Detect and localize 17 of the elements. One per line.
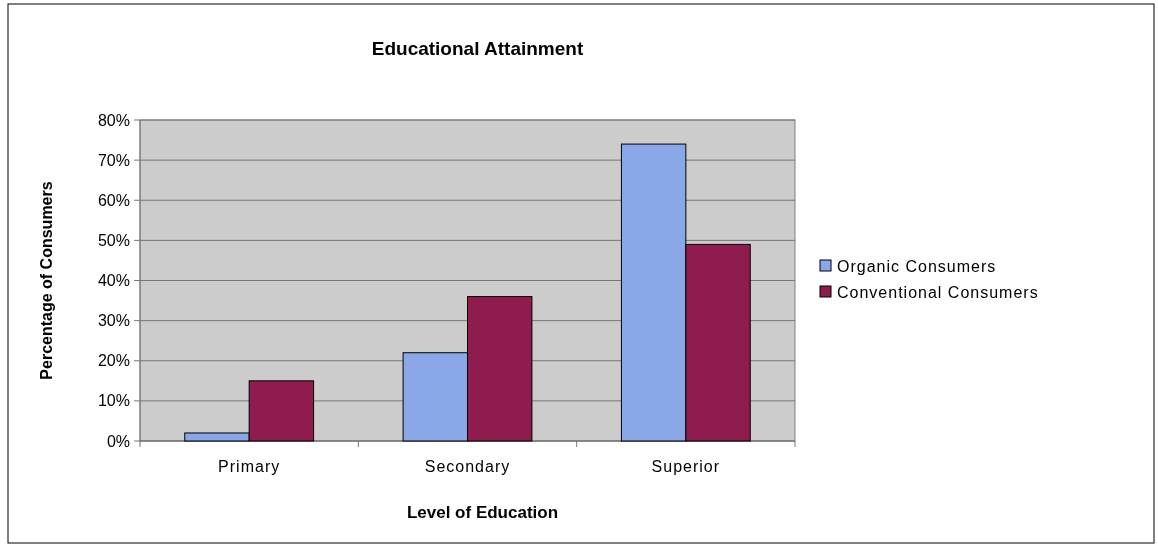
y-tick-label: 40% xyxy=(97,272,130,290)
x-tick-label: Primary xyxy=(218,458,281,475)
x-axis-title: Level of Education xyxy=(406,503,559,522)
x-tick-label: Superior xyxy=(651,458,721,475)
y-tick-label: 70% xyxy=(97,151,130,169)
y-tick-label: 60% xyxy=(97,191,130,209)
chart-title: Educational Attainment xyxy=(371,38,584,59)
legend-label: Organic Consumers xyxy=(837,257,997,275)
y-tick-label: 80% xyxy=(97,111,130,129)
y-tick-label: 10% xyxy=(97,392,130,410)
legend-label: Conventional Consumers xyxy=(837,283,1039,301)
y-axis-title: Percentage of Consumers xyxy=(38,181,55,380)
x-tick-label: Secondary xyxy=(424,458,511,475)
y-tick-label: 0% xyxy=(106,432,130,450)
y-tick-label: 30% xyxy=(97,312,130,330)
y-tick-label: 50% xyxy=(97,231,130,249)
y-tick-label: 20% xyxy=(97,352,130,370)
